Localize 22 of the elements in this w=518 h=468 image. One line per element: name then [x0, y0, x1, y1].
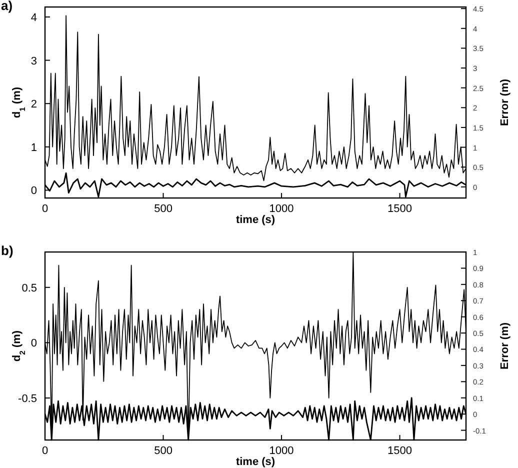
y-tick-label: 2	[30, 98, 37, 111]
x-tick-label: 500	[154, 445, 172, 457]
x-tick-label: 1500	[388, 445, 412, 457]
y-tick-label: 4	[30, 12, 37, 24]
y2-axis-title: Error (m)	[499, 78, 511, 126]
y-tick-label: 0.5	[22, 282, 37, 294]
y-tick-label: 0	[30, 185, 37, 198]
y-tick-label: 1	[30, 142, 37, 154]
chart-title: b)	[1, 243, 14, 258]
y-tick-label: 3	[30, 55, 37, 68]
x-axis-title: time (s)	[236, 456, 276, 468]
x-tick-label: 1500	[388, 203, 412, 215]
x-tick-label: 1000	[269, 203, 294, 215]
x-axis-title: time (s)	[236, 214, 276, 226]
chart-title: a)	[1, 0, 13, 13]
y2-axis-title: Error (m)	[499, 322, 511, 370]
x-tick-label: 1000	[269, 445, 294, 457]
x-tick-label: 0	[42, 445, 48, 457]
y-tick-label: 0	[30, 338, 37, 350]
x-tick-label: 500	[154, 203, 172, 215]
x-tick-label: 0	[42, 203, 48, 215]
y-tick-label: -0.5	[18, 392, 37, 405]
